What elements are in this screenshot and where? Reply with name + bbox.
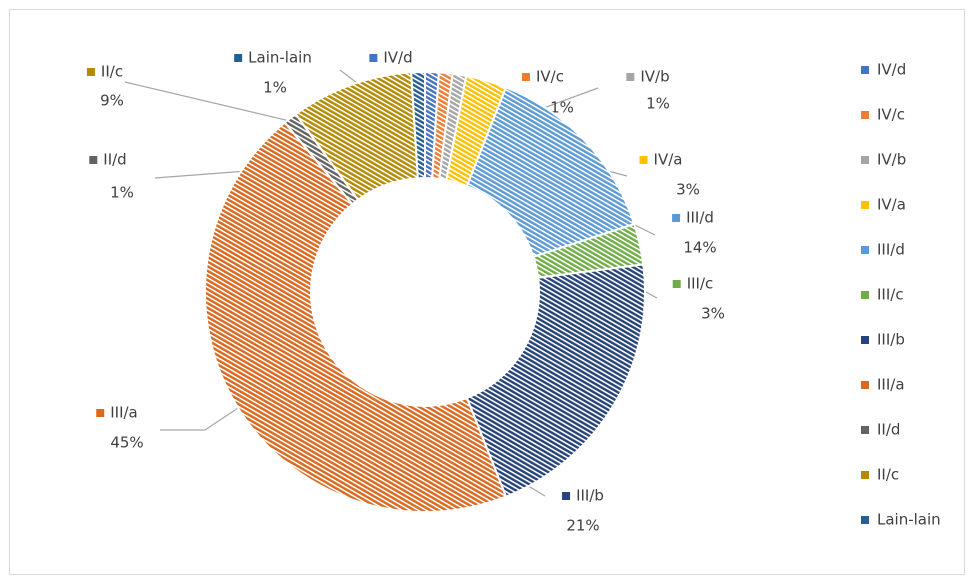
- legend-marker: [861, 291, 869, 299]
- data-label-name: IV/a: [654, 151, 683, 169]
- legend-marker: [861, 336, 869, 344]
- data-label-value: 1%: [550, 99, 574, 117]
- data-label-value: 1%: [110, 184, 134, 202]
- data-label-name: III/d: [686, 209, 714, 227]
- data-label-value: 45%: [110, 434, 143, 452]
- data-label-marker: [369, 54, 378, 62]
- data-label-marker: [234, 54, 243, 62]
- legend-label: IV/b: [877, 151, 906, 169]
- legend-label: IV/a: [877, 196, 906, 214]
- data-label-marker: [672, 280, 681, 288]
- data-label-value: 14%: [683, 239, 716, 257]
- data-label-value: 3%: [701, 305, 725, 323]
- data-label-value: 1%: [263, 79, 287, 97]
- data-label-value: 21%: [566, 517, 599, 535]
- data-label-marker: [562, 492, 571, 500]
- data-label-name: III/a: [110, 404, 138, 422]
- legend-marker: [861, 66, 869, 74]
- legend-marker: [861, 111, 869, 119]
- data-label-marker: [639, 156, 648, 164]
- data-label-name: II/d: [103, 151, 126, 169]
- data-label-name: Lain-lain: [248, 49, 312, 67]
- legend-label: III/d: [877, 241, 905, 259]
- legend-marker: [861, 246, 869, 254]
- data-label-name: III/b: [576, 487, 604, 505]
- legend-marker: [861, 516, 869, 524]
- legend-label: II/c: [877, 466, 899, 484]
- data-label-value: 1%: [646, 95, 670, 113]
- legend-label: IV/d: [877, 61, 906, 79]
- doughnut-slice: [410, 70, 426, 180]
- data-label-marker: [672, 214, 681, 222]
- data-label-name: IV/b: [640, 68, 669, 86]
- legend-label: II/d: [877, 421, 900, 439]
- legend-label: III/b: [877, 331, 905, 349]
- data-label-marker: [86, 68, 95, 76]
- legend-label: III/a: [877, 376, 905, 394]
- data-label-marker: [626, 73, 635, 81]
- doughnut-slice: [465, 263, 646, 498]
- data-label-name: IV/d: [383, 49, 412, 67]
- legend-marker: [861, 426, 869, 434]
- data-label-name: III/c: [687, 275, 714, 293]
- legend-label: III/c: [877, 286, 904, 304]
- data-label-marker: [89, 156, 98, 164]
- legend-marker: [861, 381, 869, 389]
- data-label-value: 3%: [676, 181, 700, 199]
- data-label-marker: [96, 409, 105, 417]
- data-label-name: II/c: [101, 63, 123, 81]
- data-label-value: 9%: [100, 92, 124, 110]
- legend-marker: [861, 201, 869, 209]
- legend-label: IV/c: [877, 106, 905, 124]
- doughnut-slice: [204, 121, 508, 513]
- legend-marker: [861, 471, 869, 479]
- legend-marker: [861, 156, 869, 164]
- data-label-marker: [522, 73, 530, 81]
- legend-label: Lain-lain: [877, 511, 941, 529]
- data-label-name: IV/c: [536, 68, 564, 86]
